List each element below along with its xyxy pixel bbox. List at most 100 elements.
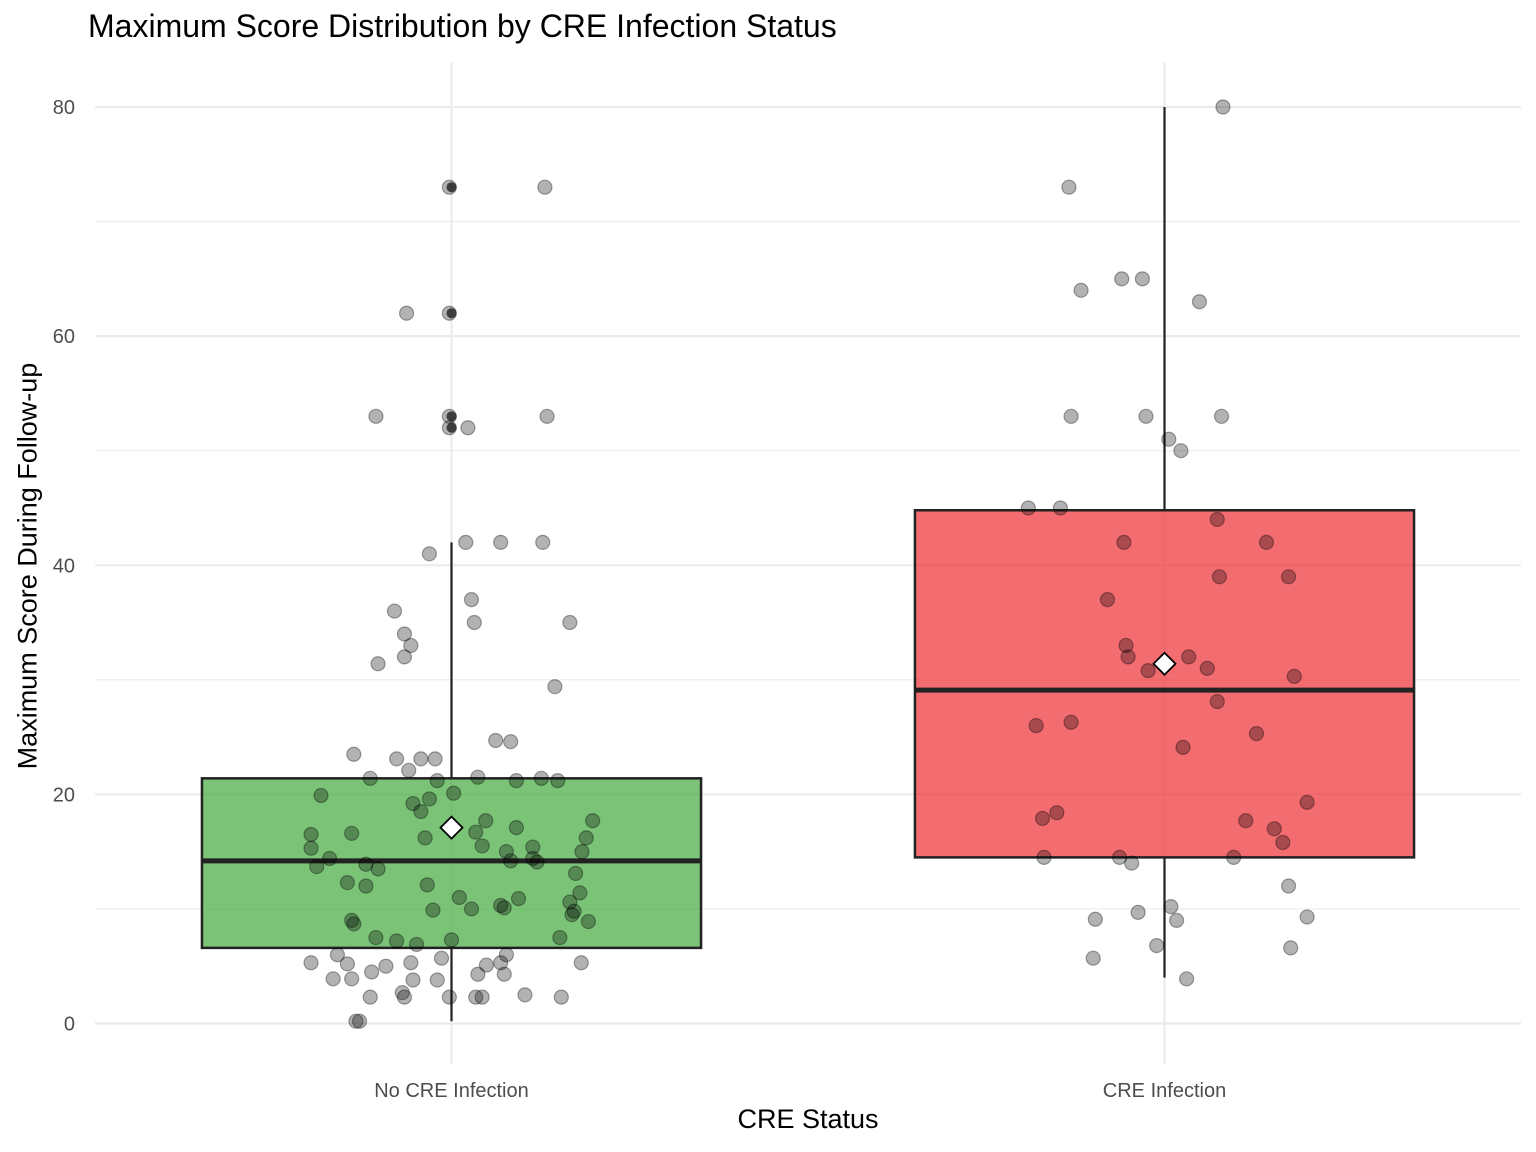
data-point bbox=[364, 964, 380, 980]
box-iqr bbox=[913, 509, 1416, 859]
data-point bbox=[1114, 271, 1130, 287]
y-axis-title: Maximum Score During Follow-up bbox=[12, 362, 43, 770]
data-point bbox=[378, 958, 394, 974]
data-point bbox=[419, 877, 435, 893]
data-point bbox=[1215, 99, 1231, 115]
data-point bbox=[1213, 408, 1230, 424]
data-point bbox=[362, 770, 378, 786]
data-point bbox=[488, 732, 504, 749]
data-point bbox=[429, 773, 445, 789]
data-point bbox=[564, 907, 580, 923]
data-point bbox=[403, 955, 419, 971]
data-point bbox=[517, 987, 533, 1003]
data-point bbox=[1181, 649, 1197, 665]
data-point bbox=[441, 420, 457, 436]
data-point bbox=[441, 408, 457, 424]
data-point bbox=[403, 637, 419, 654]
data-point bbox=[470, 966, 486, 982]
data-point bbox=[562, 614, 578, 631]
data-point bbox=[351, 1013, 368, 1029]
data-point bbox=[493, 897, 509, 914]
data-point bbox=[396, 989, 413, 1005]
data-point bbox=[574, 844, 590, 860]
data-point bbox=[539, 408, 555, 424]
data-point bbox=[358, 856, 374, 872]
y-tick-label: 0 bbox=[64, 1014, 75, 1036]
data-point bbox=[413, 803, 429, 820]
data-point bbox=[446, 785, 462, 801]
data-point bbox=[1173, 443, 1189, 459]
data-point bbox=[1283, 940, 1299, 956]
data-point bbox=[309, 858, 325, 875]
data-point bbox=[470, 769, 486, 785]
data-point bbox=[1286, 668, 1302, 684]
data-point bbox=[1120, 649, 1136, 665]
data-point bbox=[478, 813, 494, 829]
jitter-points bbox=[303, 99, 1315, 1029]
data-point bbox=[417, 830, 433, 846]
data-point bbox=[1063, 714, 1079, 730]
data-point bbox=[396, 649, 413, 665]
data-point bbox=[339, 874, 356, 891]
data-point bbox=[1049, 805, 1065, 821]
data-point bbox=[1248, 726, 1265, 742]
data-point bbox=[529, 854, 545, 870]
data-point bbox=[474, 989, 490, 1005]
data-point bbox=[429, 972, 445, 988]
data-point bbox=[1211, 569, 1228, 585]
data-point bbox=[1061, 179, 1077, 195]
data-point bbox=[1036, 849, 1052, 865]
data-point bbox=[508, 773, 524, 789]
data-point bbox=[329, 947, 346, 963]
data-point bbox=[339, 956, 356, 972]
x-axis-title: CRE Status bbox=[737, 1104, 879, 1134]
data-point bbox=[421, 546, 437, 562]
data-point bbox=[441, 989, 457, 1005]
data-point bbox=[388, 933, 405, 949]
data-point bbox=[547, 679, 563, 695]
y-tick-label: 40 bbox=[53, 555, 75, 577]
data-point bbox=[498, 844, 515, 860]
data-point bbox=[394, 984, 410, 1001]
data-point bbox=[510, 891, 527, 907]
data-point bbox=[553, 989, 569, 1005]
data-point bbox=[573, 955, 589, 971]
data-point bbox=[460, 420, 476, 436]
data-point bbox=[458, 534, 474, 550]
data-point bbox=[325, 971, 341, 987]
data-point bbox=[1116, 534, 1132, 550]
data-point bbox=[496, 900, 512, 916]
data-point bbox=[1280, 878, 1297, 894]
data-point bbox=[348, 1013, 364, 1029]
data-point bbox=[370, 861, 386, 877]
axis-ticks: 0 20 40 60 80 No CRE Infection CRE Infection bbox=[53, 97, 1226, 1102]
data-point bbox=[1191, 294, 1208, 310]
data-point bbox=[585, 813, 601, 829]
outlier-point bbox=[446, 422, 457, 433]
data-point bbox=[478, 957, 495, 973]
data-point bbox=[578, 830, 594, 846]
data-point bbox=[525, 850, 541, 867]
x-tick-label: CRE Infection bbox=[1103, 1080, 1226, 1102]
data-point bbox=[550, 773, 566, 789]
data-point bbox=[346, 746, 362, 762]
data-point bbox=[466, 614, 482, 631]
data-point bbox=[1140, 663, 1156, 679]
data-point bbox=[463, 901, 480, 917]
data-point bbox=[344, 971, 360, 987]
data-point bbox=[427, 751, 443, 767]
data-point bbox=[1299, 909, 1315, 925]
data-point bbox=[503, 734, 519, 750]
mean-marker bbox=[439, 815, 464, 840]
data-point bbox=[408, 936, 425, 953]
data-point bbox=[1087, 911, 1103, 927]
data-point bbox=[358, 878, 374, 894]
data-point bbox=[321, 850, 338, 867]
data-point bbox=[1299, 794, 1315, 810]
data-point bbox=[468, 824, 484, 840]
data-point bbox=[1161, 431, 1177, 447]
data-point bbox=[493, 534, 509, 550]
y-tick-label: 60 bbox=[53, 326, 75, 348]
data-point bbox=[566, 903, 582, 919]
data-point bbox=[552, 929, 568, 946]
